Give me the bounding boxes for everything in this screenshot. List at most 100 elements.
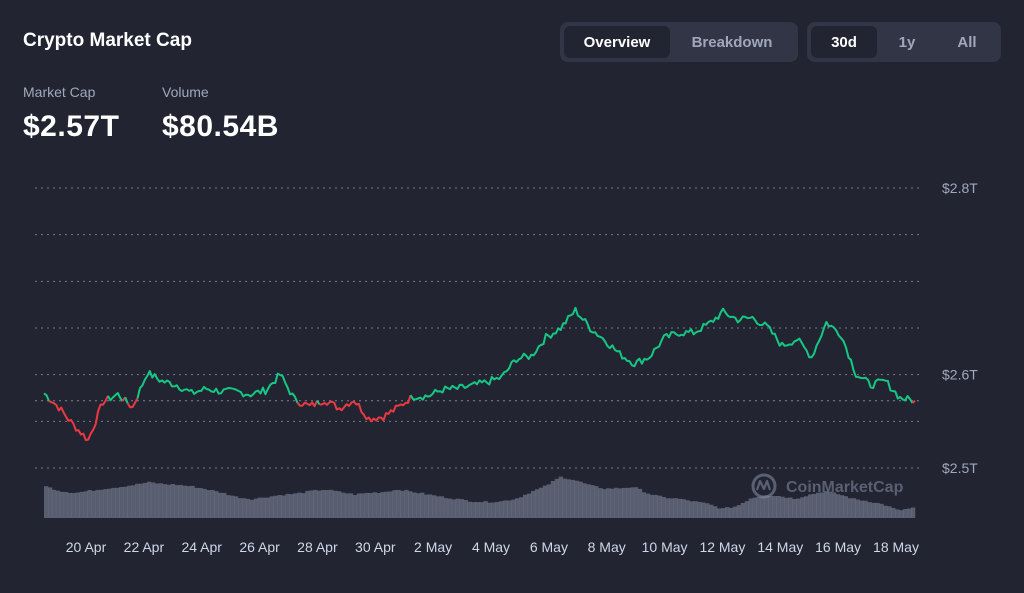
volume-bar [546,484,552,518]
volume-bar [123,486,128,518]
volume-bar [91,490,96,518]
volume-bar [297,492,302,518]
x-tick-label: 20 Apr [66,539,107,555]
line-segment-up [136,370,299,404]
volume-bar [788,497,793,518]
volume-bar [48,487,53,518]
volume-bar [586,484,591,518]
volume-bar [895,509,900,518]
volume-bar [135,483,140,518]
volume-bar [756,496,761,518]
volume-bar [103,489,108,518]
volume-bar [352,495,358,518]
volume-bar [150,482,156,518]
y-tick-label: $2.8T [942,180,978,196]
y-tick-label: $2.6T [942,367,978,383]
x-tick-label: 28 Apr [297,539,338,555]
volume-label: Volume [162,84,209,100]
volume-bar [178,484,183,518]
volume-bar [780,496,785,518]
range-1y-button[interactable]: 1y [898,33,916,51]
volume-bar [863,500,868,518]
volume-bar [538,487,544,518]
x-tick-label: 12 May [699,539,745,555]
volume-bar [843,496,848,518]
volume-bar [891,508,896,518]
volume-bar [277,495,282,518]
volume-bar [721,508,726,518]
volume-bar [725,507,730,518]
volume-bar [641,492,647,518]
view-toggle: Overview Breakdown [560,22,798,62]
volume-bar [582,483,587,518]
volume-bar [732,506,738,518]
volume-bar [210,490,215,518]
volume-bar [190,485,195,518]
volume-bar [447,498,453,518]
tab-overview[interactable]: Overview [564,26,670,58]
market-cap-label: Market Cap [23,84,96,100]
volume-bar [598,488,603,518]
volume-bar [495,501,500,518]
line-segment-up [409,306,914,404]
volume-bar [455,498,460,518]
volume-bar [487,502,492,518]
volume-bar [408,491,413,518]
volume-bar [404,489,409,518]
x-tick-label: 18 May [873,539,919,555]
volume-bar [693,501,698,518]
volume-bar [523,494,528,518]
volume-bar [736,505,742,518]
volume-bar [590,485,595,518]
range-30d-button[interactable]: 30d [811,26,877,58]
volume-bar [614,487,619,518]
volume-bar [709,504,714,518]
volume-bar [661,497,666,518]
line-segment-up [124,396,129,404]
volume-bar [459,499,464,518]
market-cap-line [43,306,916,442]
volume-bar [186,486,191,518]
volume-bar [847,498,852,518]
volume-bar [606,488,611,518]
x-tick-label: 10 May [642,539,688,555]
x-tick-label: 8 May [588,539,626,555]
volume-bar [340,492,346,518]
line-segment-down [911,400,916,404]
volume-bar [903,509,908,518]
volume-bars [44,476,916,518]
volume-bar [285,493,290,518]
volume-bar [380,492,385,518]
volume-bar [234,496,239,518]
volume-bar [356,493,362,518]
volume-bar [463,500,468,518]
volume-bar [645,493,651,518]
volume-bar [657,495,662,518]
volume-bar [717,508,722,518]
volume-bar [329,489,334,518]
volume-bar [364,492,369,518]
volume-bar [87,490,92,518]
tab-breakdown[interactable]: Breakdown [691,33,773,51]
volume-bar [51,489,57,518]
volume-bar [238,498,243,518]
volume-bar [855,499,860,518]
volume-bar [174,485,179,518]
volume-bar [515,498,520,518]
volume-bar [107,488,112,518]
volume-bar [226,495,231,518]
volume-bar [689,501,694,518]
volume-bar [111,487,116,518]
volume-bar [867,502,872,518]
range-all-button[interactable]: All [957,33,977,51]
volume-bar [812,493,817,518]
volume-bar [344,493,350,518]
volume-bar [305,490,310,518]
volume-bar [697,501,702,518]
volume-bar [744,501,750,518]
volume-bar [432,495,437,518]
volume-bar [392,490,397,518]
x-tick-label: 24 Apr [181,539,222,555]
volume-bar [511,499,516,518]
